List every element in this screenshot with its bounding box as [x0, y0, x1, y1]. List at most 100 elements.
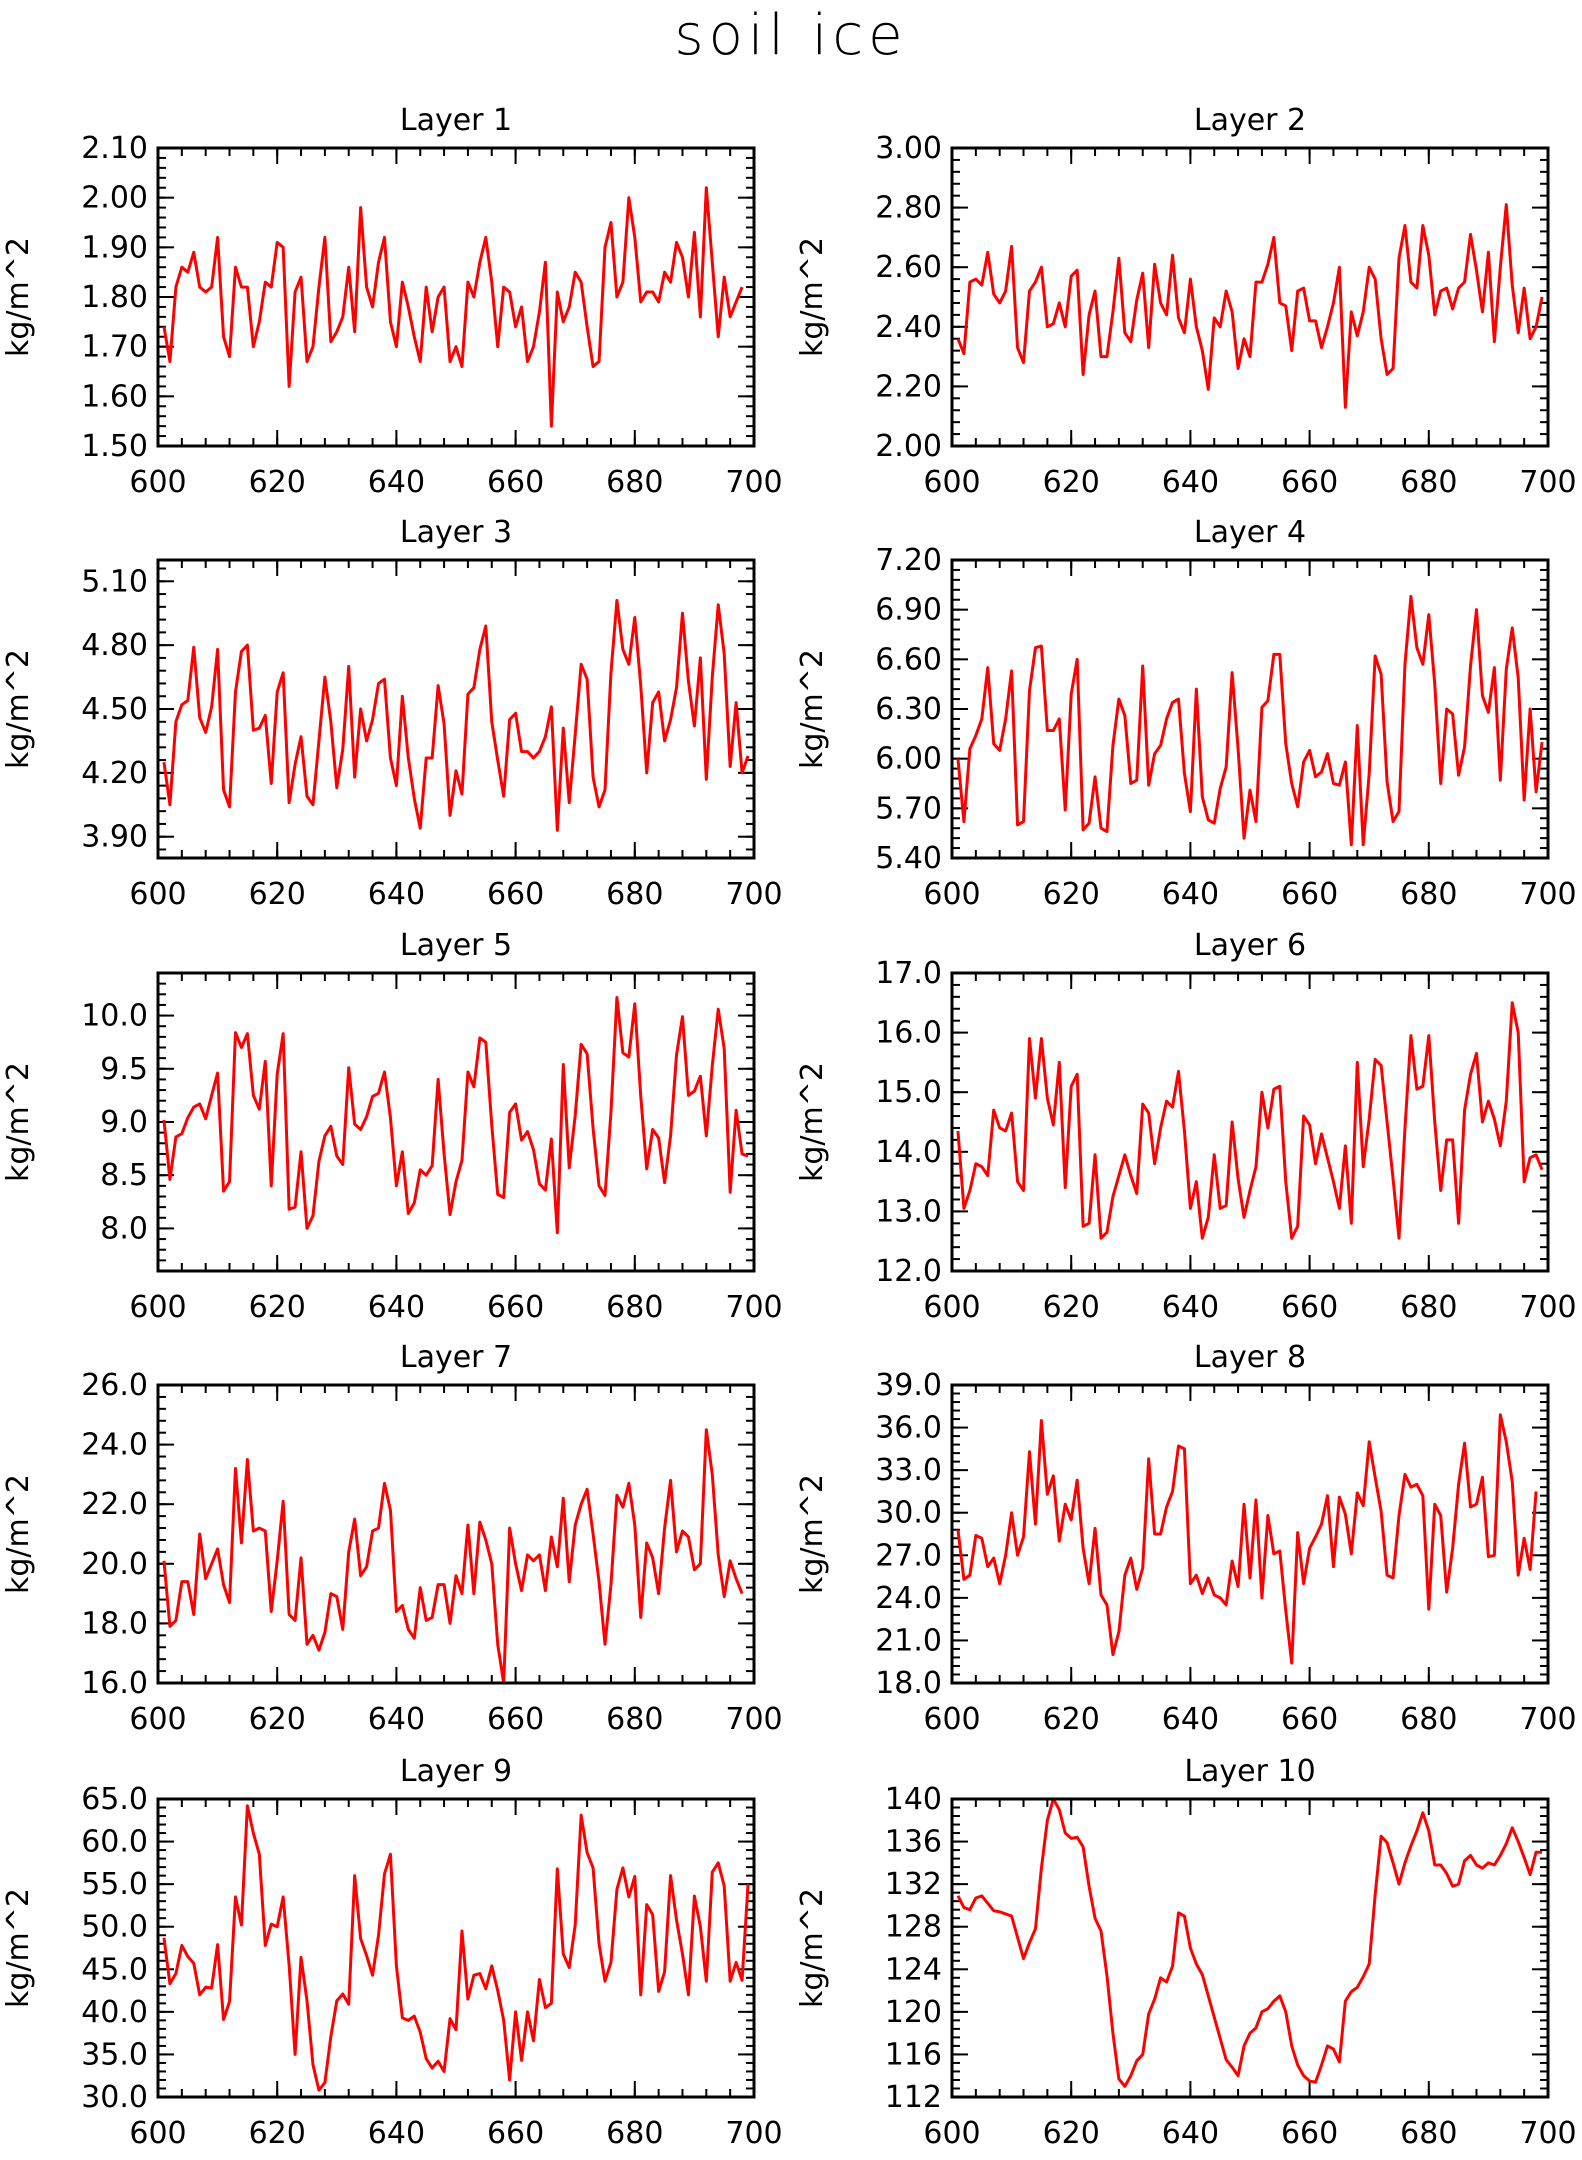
y-tick-label: 40.0	[81, 1995, 148, 2030]
x-tick-label: 700	[725, 2116, 782, 2151]
x-tick-label: 680	[1400, 1702, 1457, 1737]
y-tick-label: 24.0	[81, 1428, 148, 1463]
x-tick-label: 680	[606, 1290, 663, 1325]
y-tick-label: 3.00	[875, 131, 942, 166]
x-tick-label: 620	[249, 877, 306, 912]
y-tick-label: 10.0	[81, 999, 148, 1034]
y-tick-label: 2.20	[875, 369, 942, 404]
series-line	[956, 1413, 1538, 1665]
x-tick-label: 640	[1162, 1290, 1219, 1325]
chart-panel-10: Layer 10 kg/m^2 600 620 640 660 680 700 112 116 12…	[795, 1754, 1577, 2151]
x-tick-label: 660	[487, 465, 544, 500]
x-tick-label: 640	[1162, 2116, 1219, 2151]
y-tick-label: 7.20	[875, 543, 942, 578]
ticks	[951, 1798, 1549, 2098]
chart-panel-5: Layer 5 kg/m^2 600 620 640 660 680 700 8.0 8.5 9.0…	[1, 928, 783, 1325]
x-tick-label: 680	[1400, 877, 1457, 912]
chart-panel-3: Layer 3 kg/m^2 600 620 640 660 680 700 3.90 4.20 4…	[1, 515, 783, 912]
y-tick-label: 18.0	[81, 1606, 148, 1641]
series-line	[956, 594, 1544, 847]
x-tick-label: 660	[1281, 877, 1338, 912]
x-tick-label: 660	[1281, 465, 1338, 500]
plot-frame	[156, 558, 756, 860]
y-tick-label: 17.0	[875, 956, 942, 991]
x-tick-label: 620	[249, 2116, 306, 2151]
x-tick-label: 700	[1519, 1702, 1576, 1737]
chart-title: Layer 2	[1194, 103, 1306, 138]
x-tick-label: 680	[606, 877, 663, 912]
x-tick-label: 700	[1519, 877, 1576, 912]
x-tick-label: 620	[1043, 465, 1100, 500]
y-tick-label: 6.60	[875, 642, 942, 677]
ticks	[157, 972, 755, 1272]
y-tick-label: 8.5	[100, 1158, 148, 1193]
y-tick-label: 60.0	[81, 1825, 148, 1860]
y-tick-label: 6.30	[875, 692, 942, 727]
x-tick-label: 620	[1043, 1290, 1100, 1325]
x-tick-label: 660	[487, 2116, 544, 2151]
y-tick-label: 132	[885, 1867, 942, 1902]
x-tick-label: 640	[368, 2116, 425, 2151]
y-tick-label: 27.0	[875, 1538, 942, 1573]
y-tick-label: 9.0	[100, 1105, 148, 1140]
y-tick-label: 39.0	[875, 1368, 942, 1403]
y-axis-label: kg/m^2	[795, 649, 830, 769]
x-tick-label: 680	[1400, 1290, 1457, 1325]
x-tick-label: 600	[923, 1702, 980, 1737]
y-tick-label: 20.0	[81, 1547, 148, 1582]
plot-frame	[950, 558, 1550, 860]
y-tick-label: 9.5	[100, 1052, 148, 1087]
y-tick-label: 6.90	[875, 593, 942, 628]
figure-title: soil ice	[674, 3, 907, 68]
plot-frame	[156, 1797, 756, 2099]
y-tick-label: 36.0	[875, 1411, 942, 1446]
chart-panel-8: Layer 8 kg/m^2 600 620 640 660 680 700 18.0 21.0 2…	[795, 1340, 1577, 1737]
y-tick-label: 30.0	[81, 2080, 148, 2115]
y-tick-label: 30.0	[875, 1496, 942, 1531]
y-tick-label: 112	[885, 2080, 942, 2115]
x-tick-label: 620	[249, 1702, 306, 1737]
y-tick-label: 3.90	[81, 820, 148, 855]
x-tick-label: 600	[923, 465, 980, 500]
x-tick-label: 680	[1400, 465, 1457, 500]
plot-frame	[156, 1383, 756, 1685]
x-tick-label: 640	[368, 1702, 425, 1737]
series-line	[956, 1001, 1544, 1240]
x-tick-label: 600	[129, 2116, 186, 2151]
y-tick-label: 1.90	[81, 230, 148, 265]
series-line	[162, 186, 744, 428]
y-tick-label: 136	[885, 1825, 942, 1860]
chart-panel-6: Layer 6 kg/m^2 600 620 640 660 680 700 12.0 13.0 1…	[795, 928, 1577, 1325]
x-tick-label: 680	[606, 2116, 663, 2151]
y-tick-label: 128	[885, 1910, 942, 1945]
y-tick-label: 33.0	[875, 1453, 942, 1488]
plot-frame	[950, 1797, 1550, 2099]
ticks	[157, 560, 755, 858]
chart-panel-9: Layer 9 kg/m^2 600 620 640 660 680 700 30.0 35.0 4…	[1, 1754, 783, 2151]
x-tick-label: 640	[1162, 465, 1219, 500]
y-tick-label: 55.0	[81, 1867, 148, 1902]
y-tick-label: 14.0	[875, 1135, 942, 1170]
series-line	[162, 995, 749, 1235]
x-tick-label: 620	[1043, 2116, 1100, 2151]
y-tick-label: 15.0	[875, 1075, 942, 1110]
y-axis-label: kg/m^2	[1, 1474, 36, 1594]
y-tick-label: 2.80	[875, 191, 942, 226]
x-tick-label: 600	[923, 1290, 980, 1325]
chart-panel-1: Layer 1 kg/m^2 600 620 640 660 680 700 1.50 1.60 1…	[1, 103, 783, 500]
x-tick-label: 700	[1519, 1290, 1576, 1325]
y-tick-label: 2.00	[875, 429, 942, 464]
chart-panel-2: Layer 2 kg/m^2 600 620 640 660 680 700 2.00 2.20 2…	[795, 103, 1577, 500]
y-tick-label: 16.0	[875, 1016, 942, 1051]
y-tick-label: 35.0	[81, 2037, 148, 2072]
y-tick-label: 16.0	[81, 1666, 148, 1701]
y-axis-label: kg/m^2	[1, 1062, 36, 1182]
plot-frame	[156, 146, 756, 448]
chart-title: Layer 9	[400, 1754, 512, 1789]
y-tick-label: 22.0	[81, 1487, 148, 1522]
y-tick-label: 5.70	[875, 791, 942, 826]
x-tick-label: 700	[1519, 465, 1576, 500]
x-tick-label: 600	[923, 2116, 980, 2151]
y-tick-label: 26.0	[81, 1368, 148, 1403]
